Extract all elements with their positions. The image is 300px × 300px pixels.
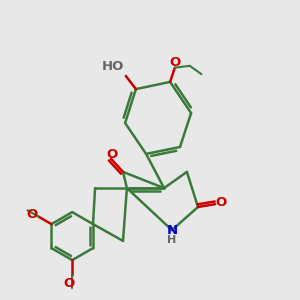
Text: O: O [64, 277, 75, 290]
Text: HO: HO [102, 60, 124, 73]
Text: O: O [26, 208, 38, 221]
Text: O: O [107, 148, 118, 161]
Text: O: O [215, 196, 227, 209]
Text: N: N [166, 224, 178, 237]
Text: H: H [167, 235, 177, 245]
Text: O: O [169, 56, 181, 69]
